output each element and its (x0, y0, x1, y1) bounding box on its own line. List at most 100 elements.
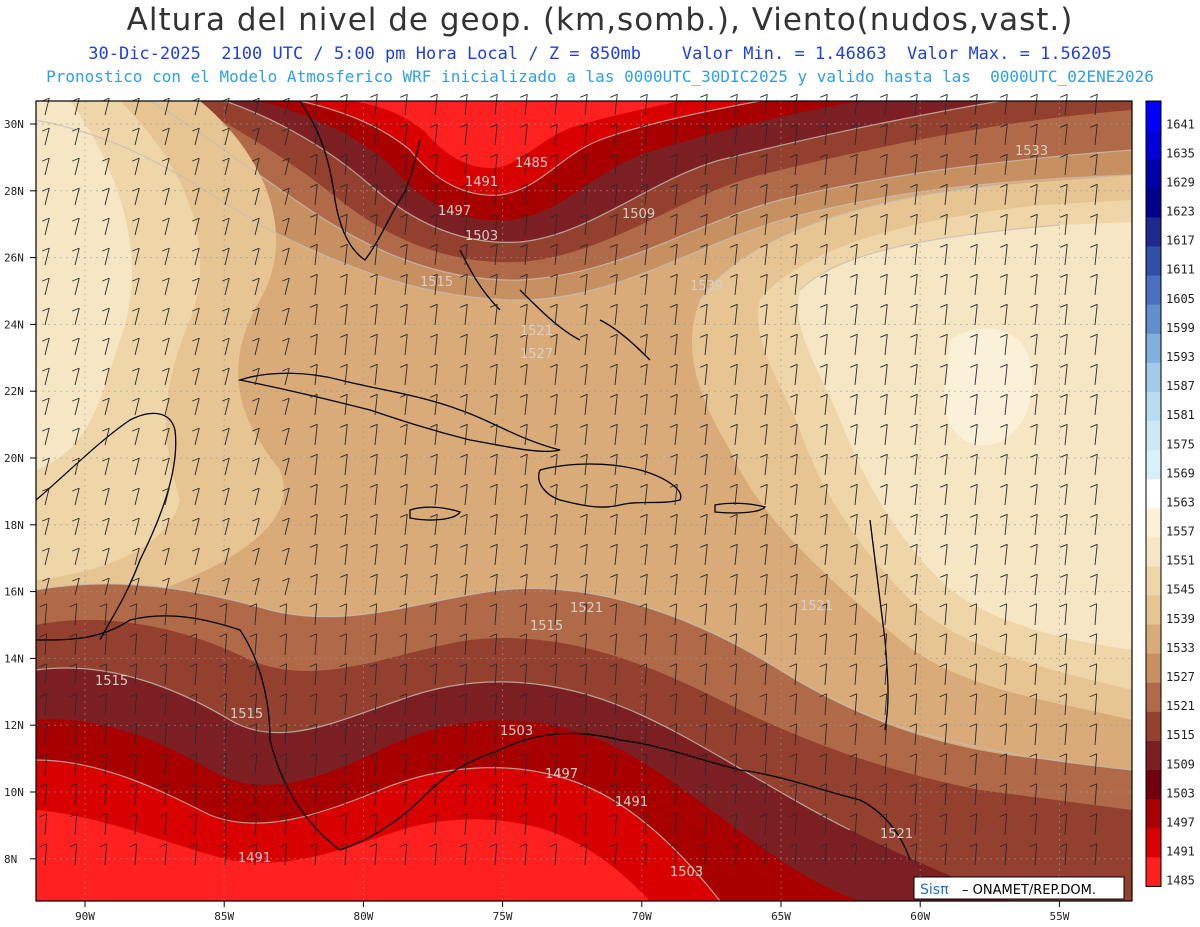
wind-barb (940, 423, 948, 446)
wind-barb (1030, 483, 1038, 506)
wind-barb (340, 183, 348, 206)
wind-barb (670, 303, 678, 326)
wind-barb (42, 397, 50, 416)
wind-barb (1090, 243, 1098, 266)
wind-barb (759, 663, 768, 686)
wind-barb (1089, 693, 1098, 716)
wind-barb (1030, 93, 1038, 116)
wind-barb (39, 723, 48, 746)
wind-barb (369, 753, 378, 776)
wind-barb (519, 603, 528, 626)
wind-barb (940, 213, 948, 236)
wind-barb (102, 337, 110, 356)
wind-barb (970, 513, 978, 536)
wind-barb (610, 453, 618, 476)
wind-barb (579, 663, 588, 686)
wind-barb (519, 723, 528, 746)
contour-label: 1503 (465, 229, 498, 244)
wind-barb (340, 93, 348, 116)
wind-barb (459, 813, 468, 836)
wind-barb (129, 723, 138, 746)
colorbar-swatch (1146, 741, 1161, 771)
wind-barb (580, 93, 588, 116)
wind-barb (759, 603, 768, 626)
wind-barb (72, 277, 80, 296)
wind-barb (760, 333, 768, 356)
wind-barb (279, 723, 288, 746)
wind-barb (339, 723, 348, 746)
wind-barb (282, 187, 290, 206)
wind-barb (490, 183, 498, 206)
wind-barb (760, 303, 768, 326)
wind-barb (849, 753, 858, 776)
wind-barb (580, 123, 588, 146)
wind-barb (520, 573, 528, 596)
wind-barb (760, 183, 768, 206)
wind-barb (970, 213, 978, 236)
lon-label: 80W (353, 910, 373, 923)
wind-barb (249, 843, 258, 866)
wind-barb (700, 573, 708, 596)
wind-barb (102, 577, 110, 596)
wind-barb (430, 303, 438, 326)
wind-barb (310, 153, 318, 176)
wind-barb (192, 577, 200, 596)
wind-barb (820, 393, 828, 416)
wind-barb (669, 723, 678, 746)
wind-barb (369, 603, 378, 626)
wind-barb (129, 633, 138, 656)
wind-barb (820, 153, 828, 176)
colorbar-label: 1611 (1166, 263, 1195, 277)
band-1551-east (944, 328, 1033, 446)
wind-barb (370, 573, 378, 596)
wind-barb (820, 453, 828, 476)
wind-barb (69, 693, 78, 716)
contour-lines (36, 101, 1132, 901)
wind-barb (310, 543, 318, 566)
wind-barb (760, 573, 768, 596)
wind-barb (760, 153, 768, 176)
wind-barb (430, 333, 438, 356)
wind-barb (429, 783, 438, 806)
wind-barb (790, 123, 798, 146)
wind-barb (252, 307, 260, 326)
wind-barb (102, 367, 110, 386)
wind-barb (222, 277, 230, 296)
wind-barb (189, 603, 198, 626)
wind-barb (490, 93, 498, 116)
colorbar-swatch (1146, 624, 1161, 655)
wind-barb (222, 487, 230, 506)
wind-barb (910, 483, 918, 506)
colorbar-swatch (1146, 682, 1161, 713)
wind-barb (910, 243, 918, 266)
wind-barb (789, 783, 798, 806)
wind-barb (219, 633, 228, 656)
wind-barb (42, 187, 50, 206)
wind-barb (819, 633, 828, 656)
wind-barb (1090, 513, 1098, 536)
credit-text: – ONAMET/REP.DOM. (962, 883, 1096, 898)
wind-barb (730, 543, 738, 566)
wind-barb (309, 693, 318, 716)
wind-barb (340, 303, 348, 326)
wind-barb (759, 843, 768, 866)
wind-barb (850, 363, 858, 386)
wind-barb (279, 753, 288, 776)
wind-barb (132, 157, 140, 176)
contour-label: 1521 (800, 599, 833, 614)
wind-barb (42, 247, 50, 266)
wind-barb (909, 603, 918, 626)
coast-yucatan (35, 412, 177, 641)
wind-barb (489, 753, 498, 776)
wind-barb (1000, 213, 1008, 236)
wind-barb (459, 633, 468, 656)
wind-barb (430, 93, 438, 116)
wind-barb (429, 693, 438, 716)
wind-barb (760, 483, 768, 506)
wind-barb (460, 423, 468, 446)
wind-barb (129, 783, 138, 806)
wind-barb (1090, 303, 1098, 326)
wind-barb (879, 663, 888, 686)
wind-barb (222, 247, 230, 266)
wind-barb (42, 427, 50, 446)
